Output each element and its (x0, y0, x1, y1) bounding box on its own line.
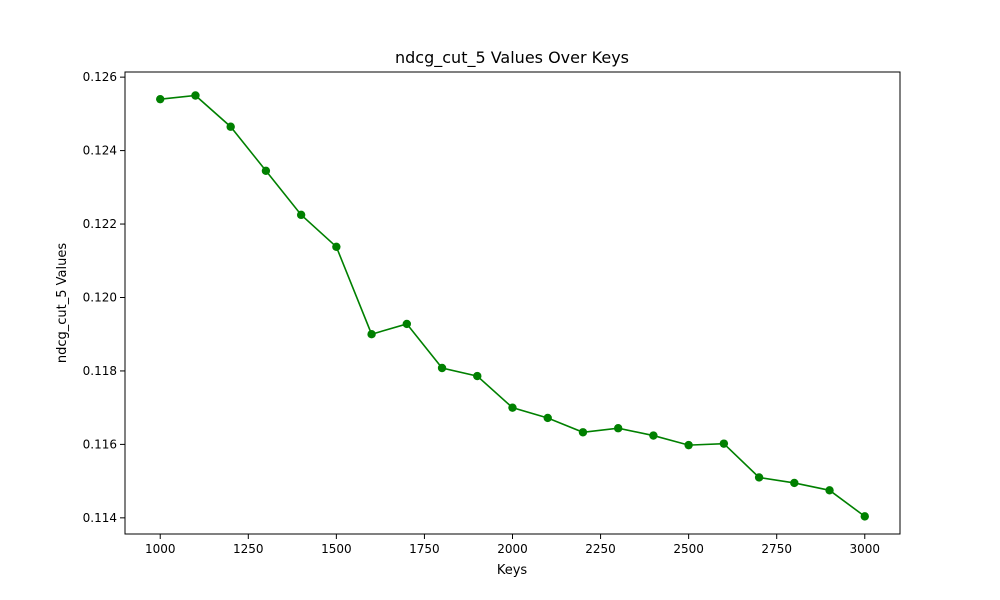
x-tick-label: 1000 (145, 542, 176, 556)
data-point (367, 330, 376, 339)
x-tick-label: 1750 (409, 542, 440, 556)
data-point (191, 91, 200, 100)
data-point (543, 413, 552, 423)
data-point (825, 486, 834, 495)
x-tick-label: 2250 (585, 542, 616, 556)
x-tick-label: 3000 (849, 542, 880, 556)
data-point (508, 403, 517, 412)
x-tick-label: 2500 (673, 542, 704, 556)
data-point (437, 363, 447, 373)
series-line (160, 94, 866, 518)
series-layer (156, 91, 869, 521)
y-tick-label: 0.124 (83, 144, 117, 158)
y-axis: 0.114 0.116 0.118 0.120 0.122 0.124 0.126 (83, 70, 125, 525)
data-point (332, 242, 341, 252)
data-point (754, 473, 764, 482)
data-point (473, 371, 482, 381)
x-tick-label: 1250 (233, 542, 264, 556)
data-point (649, 431, 658, 440)
x-tick-label: 2000 (497, 542, 528, 556)
y-tick-label: 0.118 (83, 364, 117, 378)
chart-title: ndcg_cut_5 Values Over Keys (395, 48, 629, 68)
x-tick-label: 1500 (321, 542, 352, 556)
y-tick-label: 0.120 (83, 290, 117, 304)
data-point (790, 478, 799, 488)
data-point (226, 122, 235, 131)
x-tick-label: 2750 (761, 542, 792, 556)
plot-area-frame (124, 71, 901, 535)
y-tick-label: 0.114 (83, 511, 117, 525)
data-point (684, 440, 693, 450)
data-point (578, 428, 588, 437)
data-point (402, 319, 412, 329)
data-point (860, 512, 869, 521)
y-tick-label: 0.116 (83, 437, 117, 451)
x-axis-label: Keys (497, 563, 528, 578)
data-point (719, 439, 729, 448)
y-tick-label: 0.126 (83, 70, 117, 84)
data-point (156, 94, 165, 104)
y-tick-label: 0.122 (83, 217, 117, 231)
data-point (261, 166, 271, 175)
x-axis: 1000 1250 1500 1750 2000 2250 2500 2750 3000 (145, 534, 880, 556)
data-point (613, 424, 623, 433)
y-axis-label: ndcg_cut_5 Values (55, 243, 70, 363)
data-point (296, 210, 306, 220)
